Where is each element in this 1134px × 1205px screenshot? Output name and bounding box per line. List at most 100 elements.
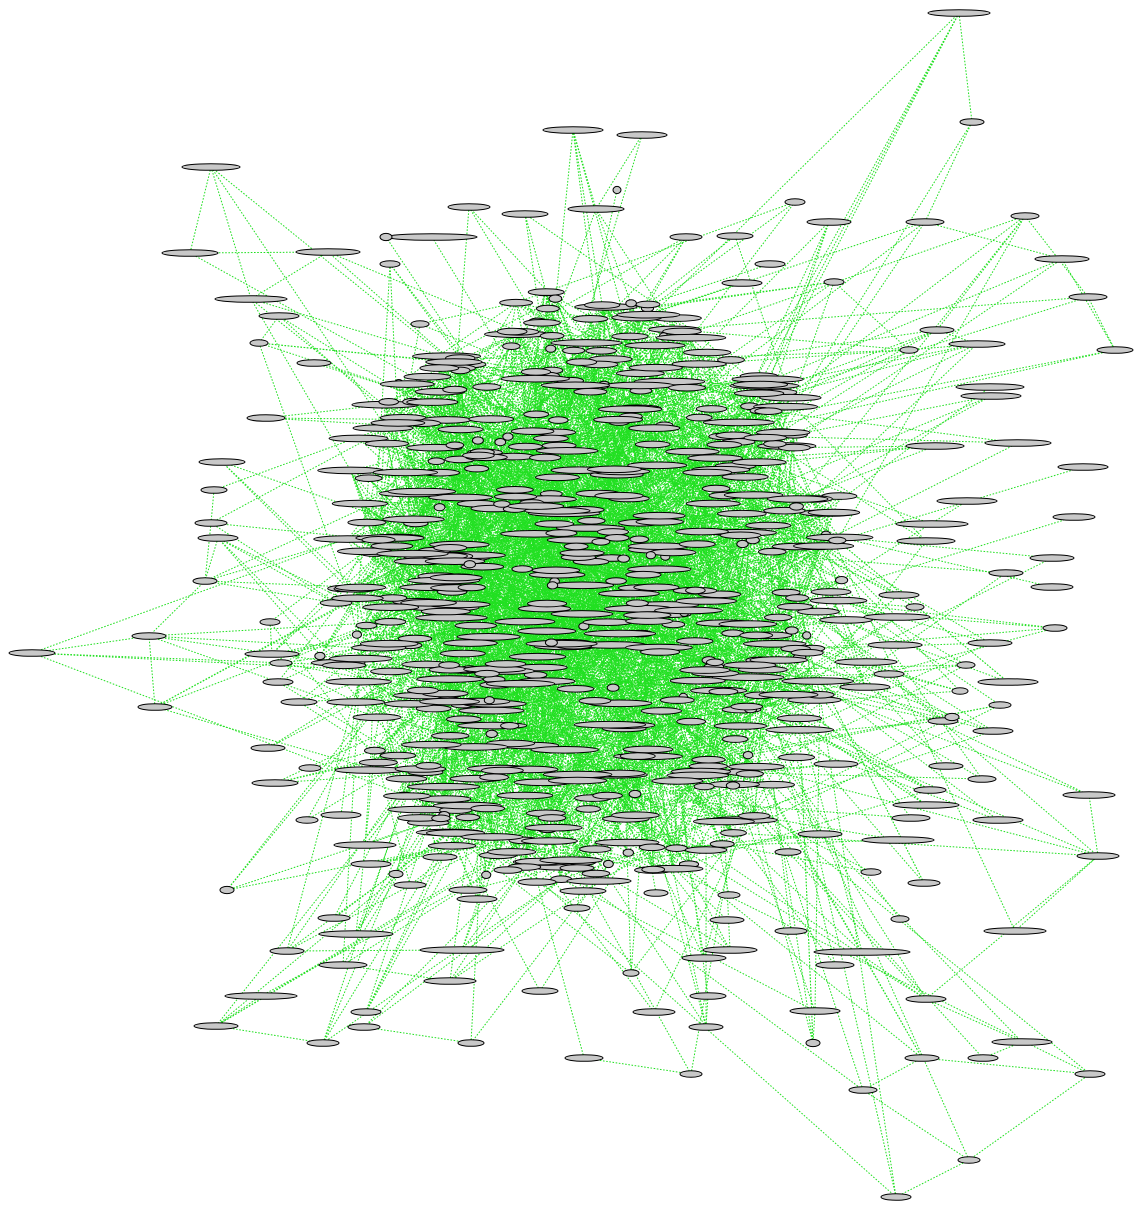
graph-node (709, 840, 735, 848)
graph-edge (637, 569, 660, 757)
graph-node (659, 696, 695, 704)
graph-node (899, 346, 919, 354)
graph-node (370, 419, 426, 427)
graph-edge (595, 134, 643, 210)
graph-node (606, 683, 620, 692)
graph-edge (419, 302, 517, 325)
graph-edge (456, 534, 827, 579)
graph-edge (839, 536, 1053, 588)
graph-node (400, 599, 457, 607)
graph-node (496, 486, 534, 494)
graph-node (550, 339, 623, 347)
graph-node (1010, 212, 1040, 220)
graph-edge (690, 721, 730, 896)
graph-edge (740, 594, 900, 727)
graph-node (723, 661, 777, 669)
graph-edge (363, 1026, 472, 1044)
graph-edge (688, 864, 705, 959)
graph-edge (565, 645, 749, 678)
graph-edge (204, 580, 361, 588)
graph-edge (537, 656, 820, 696)
graph-edge (705, 849, 927, 1000)
graph-node (224, 992, 298, 1000)
graph-node (665, 844, 688, 853)
graph-edge (707, 512, 835, 767)
graph-node (544, 638, 558, 647)
graph-edge (313, 362, 492, 420)
graph-edge (672, 552, 801, 731)
graph-edge (406, 632, 734, 780)
graph-node (219, 885, 235, 895)
graph-edge (350, 469, 834, 513)
graph-edge (148, 580, 206, 637)
graph-node (387, 487, 456, 496)
graph-node (959, 118, 985, 126)
graph-edge (651, 846, 731, 951)
graph-edge (572, 129, 603, 306)
graph-node (733, 389, 785, 398)
graph-edge (661, 710, 751, 775)
graph-node (416, 675, 484, 683)
graph-edge (534, 533, 621, 634)
graph-edge (512, 456, 651, 551)
graph-edge (422, 630, 548, 810)
graph-edge (469, 563, 734, 834)
graph-edge (338, 539, 838, 664)
graph-edge (355, 397, 791, 703)
graph-node (333, 841, 397, 849)
graph-node (616, 131, 668, 139)
graph-edge (535, 364, 600, 415)
graph-node (521, 837, 578, 845)
graph-node (388, 869, 404, 879)
graph-node (193, 1022, 239, 1030)
graph-edge (741, 709, 901, 920)
graph-node (350, 860, 392, 868)
graph-edge (534, 533, 735, 785)
graph-node (802, 631, 812, 640)
graph-node (758, 690, 819, 699)
graph-edge (639, 522, 709, 760)
graph-node (669, 233, 703, 241)
graph-node (351, 630, 362, 639)
graph-node (376, 549, 449, 558)
graph-node (419, 364, 460, 372)
graph-edge (547, 308, 692, 722)
graph-edge (747, 676, 931, 791)
graph-edge (425, 759, 709, 773)
graph-edge (564, 630, 793, 751)
graph-edge (699, 329, 938, 419)
graph-edge (347, 331, 513, 540)
graph-node (951, 687, 969, 695)
graph-edge (402, 417, 649, 757)
graph-edge (421, 491, 829, 514)
graph-node (861, 836, 935, 844)
graph-edge (406, 611, 819, 780)
graph-node (754, 407, 783, 416)
graph-edge (793, 434, 797, 649)
graph-edge (355, 750, 376, 935)
graph-node (326, 698, 386, 706)
graph-edge (696, 544, 724, 692)
graph-node (575, 805, 601, 813)
graph-edge (451, 419, 559, 846)
graph-edge (797, 445, 936, 500)
graph-node (429, 573, 483, 582)
graph-node (446, 715, 482, 724)
graph-edge (1088, 794, 1099, 857)
graph-edge (598, 784, 774, 882)
graph-node (374, 618, 407, 626)
graph-node (214, 295, 288, 303)
graph-node (259, 618, 281, 626)
graph-edge (391, 545, 511, 727)
graph-node (807, 508, 861, 517)
graph-node (634, 440, 671, 449)
graph-node (431, 814, 451, 823)
graph-node (527, 288, 565, 296)
graph-node (586, 465, 642, 474)
graph-node (423, 977, 477, 985)
graph-edge (862, 1057, 923, 1091)
graph-edge (258, 342, 492, 420)
graph-node (535, 447, 599, 455)
graph-node (508, 442, 543, 451)
